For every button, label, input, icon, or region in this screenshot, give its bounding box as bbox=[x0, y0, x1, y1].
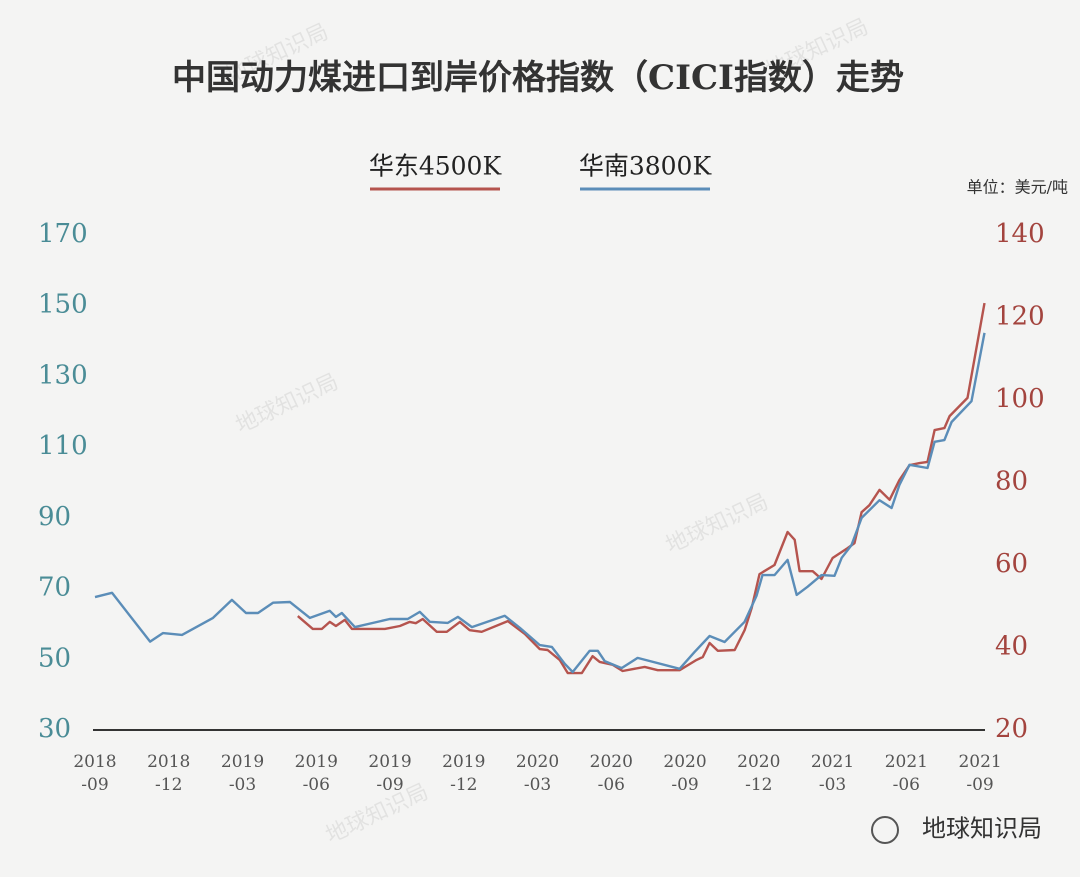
x-tick-label: 2021 -06 bbox=[885, 752, 928, 795]
x-tick-month: -09 bbox=[966, 775, 993, 795]
series-line bbox=[94, 332, 986, 674]
x-tick-month: -12 bbox=[155, 775, 182, 795]
x-tick-month: -09 bbox=[671, 775, 698, 795]
y-tick-label: 70 bbox=[38, 573, 71, 603]
y-tick-label: 110 bbox=[38, 431, 88, 461]
y2-tick-label: 40 bbox=[995, 632, 1028, 662]
x-tick-year: 2020 bbox=[737, 752, 780, 772]
x-tick-label: 2020 -12 bbox=[737, 752, 780, 795]
y2-tick-label: 120 bbox=[995, 302, 1045, 332]
x-tick-year: 2020 bbox=[663, 752, 706, 772]
x-tick-year: 2019 bbox=[221, 752, 264, 772]
x-tick-label: 2021 -09 bbox=[958, 752, 1001, 795]
x-tick-month: -09 bbox=[376, 775, 403, 795]
y2-tick-label: 100 bbox=[995, 384, 1045, 414]
x-tick-label: 2020 -03 bbox=[516, 752, 559, 795]
source-logo: 地球知识局 bbox=[922, 815, 1042, 843]
x-tick-month: -06 bbox=[303, 775, 330, 795]
x-tick-label: 2018 -09 bbox=[73, 752, 116, 795]
x-tick-year: 2019 bbox=[295, 752, 338, 772]
y-tick-label: 170 bbox=[38, 219, 88, 249]
x-tick-label: 2019 -03 bbox=[221, 752, 264, 795]
x-tick-year: 2019 bbox=[442, 752, 485, 772]
series-line bbox=[297, 302, 986, 675]
x-tick-year: 2021 bbox=[811, 752, 854, 772]
y-tick-label: 130 bbox=[38, 360, 88, 390]
x-tick-label: 2019 -09 bbox=[368, 752, 411, 795]
x-tick-label: 2018 -12 bbox=[147, 752, 190, 795]
x-tick-month: -12 bbox=[745, 775, 772, 795]
y-tick-label: 150 bbox=[38, 290, 88, 320]
x-tick-month: -06 bbox=[893, 775, 920, 795]
y2-tick-label: 20 bbox=[995, 714, 1028, 744]
x-tick-label: 2020 -06 bbox=[590, 752, 633, 795]
x-tick-year: 2021 bbox=[958, 752, 1001, 772]
y-tick-label: 30 bbox=[38, 714, 71, 744]
y2-tick-label: 140 bbox=[995, 219, 1045, 249]
x-tick-month: -06 bbox=[598, 775, 625, 795]
legend-label: 华东4500K bbox=[369, 152, 503, 181]
x-tick-year: 2018 bbox=[147, 752, 190, 772]
x-tick-year: 2021 bbox=[885, 752, 928, 772]
y2-tick-label: 80 bbox=[995, 467, 1028, 497]
x-tick-year: 2019 bbox=[368, 752, 411, 772]
x-tick-year: 2020 bbox=[516, 752, 559, 772]
x-tick-month: -12 bbox=[450, 775, 477, 795]
x-tick-label: 2020 -09 bbox=[663, 752, 706, 795]
x-tick-year: 2018 bbox=[73, 752, 116, 772]
x-tick-label: 2019 -12 bbox=[442, 752, 485, 795]
chart-title: 中国动力煤进口到岸价格指数（CICI指数）走势 bbox=[172, 58, 904, 98]
logo-icon bbox=[871, 816, 899, 844]
unit-label: 单位：美元/吨 bbox=[967, 178, 1068, 197]
x-tick-month: -03 bbox=[229, 775, 256, 795]
legend-label: 华南3800K bbox=[579, 152, 713, 181]
x-tick-year: 2020 bbox=[590, 752, 633, 772]
x-tick-month: -03 bbox=[524, 775, 551, 795]
x-tick-label: 2019 -06 bbox=[295, 752, 338, 795]
y-tick-label: 50 bbox=[38, 643, 71, 673]
y-tick-label: 90 bbox=[38, 502, 71, 532]
x-tick-label: 2021 -03 bbox=[811, 752, 854, 795]
y2-tick-label: 60 bbox=[995, 549, 1028, 579]
x-tick-month: -03 bbox=[819, 775, 846, 795]
x-tick-month: -09 bbox=[81, 775, 108, 795]
